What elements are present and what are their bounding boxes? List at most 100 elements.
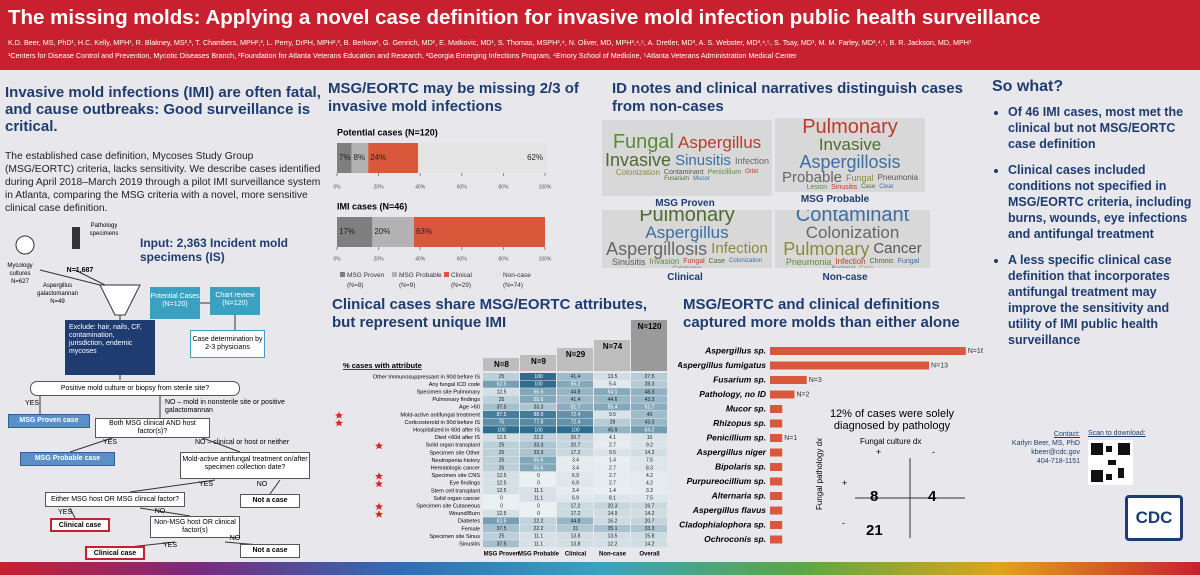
heat-cell — [631, 509, 667, 517]
legend-swatch — [340, 272, 345, 277]
count-box — [594, 340, 630, 371]
cell-value: 55.4 — [608, 405, 618, 411]
legend-swatch — [496, 272, 501, 277]
row-label: Age >60 — [459, 405, 480, 411]
heat-cell — [631, 479, 667, 487]
header-bar — [0, 0, 1200, 70]
cell-value: 3.3 — [646, 488, 653, 494]
heat-cell — [520, 464, 556, 472]
caption: % cases with attribute — [343, 361, 422, 370]
footer-strip — [0, 562, 1200, 575]
cell-value: 2.7 — [609, 465, 616, 471]
heat-cell — [631, 433, 667, 441]
flow-label: NO — [154, 508, 166, 515]
category-label: Alternaria sp. — [711, 490, 766, 500]
column-label: Overall — [639, 551, 660, 557]
heat-cell — [631, 532, 667, 540]
cell-value: 16.7 — [645, 503, 655, 509]
flow-question: Either MSG host OR MSG clinical factor? — [45, 492, 185, 507]
value-label: N=13 — [931, 362, 948, 369]
cell-value: 22.2 — [534, 526, 544, 532]
cloud-word: Contaminant — [663, 168, 704, 176]
heat-cell — [594, 388, 630, 396]
row-label: Sinusitis — [459, 541, 480, 547]
category-label: Mucor sp. — [726, 403, 766, 413]
cell-value: 6.9 — [572, 481, 579, 487]
category-label: Potential cases (N=120) — [337, 127, 438, 137]
heat-cell — [483, 494, 519, 502]
heat-cell — [557, 471, 593, 479]
heat-cell — [483, 388, 519, 396]
row-label: Specimen site Pulmonary — [417, 389, 481, 395]
cell-value: 33.3 — [534, 450, 544, 456]
cell-value: 22.2 — [534, 435, 544, 441]
cloud-word: Case — [708, 257, 726, 265]
bar-segment — [418, 143, 548, 173]
heat-cell — [520, 502, 556, 510]
sowhat-heading: So what? — [992, 78, 1064, 95]
cell-value: 25 — [499, 397, 505, 403]
flow-label: NO — [229, 535, 241, 542]
cell-value: 88.9 — [534, 412, 544, 418]
cloud-word: Colonization — [615, 168, 660, 178]
row-label: Corticosteroid in 90d before IS — [404, 420, 480, 426]
heat-cell — [483, 517, 519, 525]
star — [335, 419, 343, 427]
cell-value: 33.3 — [645, 526, 655, 532]
flow-question: Non-MSG host OR clinical factor(s) — [150, 516, 240, 538]
flow-outcome: Not a case — [240, 494, 300, 508]
cloud-word: Contaminant — [795, 210, 910, 226]
x-tick-label: 20% — [374, 256, 385, 262]
heat-cell — [520, 479, 556, 487]
cell-value: 12.5 — [497, 473, 507, 479]
species-bar-chart: Aspergillus sp. N=16 Aspergillus fumigatus… — [678, 346, 983, 544]
authors: K.D. Beer, MS, PhD¹, H.C. Kelly, MPH¹, R… — [8, 38, 972, 47]
path-grid — [855, 458, 965, 538]
heat-cell — [557, 502, 593, 510]
cloud-word: Sinusitis — [831, 183, 858, 191]
cell-value: 87.5 — [497, 412, 507, 418]
cell-value: 31 — [573, 526, 579, 532]
flow-label: YES — [102, 439, 117, 446]
row-label: Hospitalized in 60d after IS — [413, 427, 480, 433]
row-label: Specimen site Sinus — [429, 534, 480, 540]
cell-value: 20.7 — [645, 519, 655, 525]
cloud-word: Fungal — [846, 172, 874, 183]
count-label: N=29 — [566, 350, 586, 359]
heat-cell — [594, 471, 630, 479]
value-label: 62% — [527, 153, 543, 162]
cloud-word: Colonization — [729, 258, 763, 265]
heat-cell — [631, 540, 667, 548]
heat-cell — [557, 373, 593, 381]
cell-value: 48.3 — [645, 389, 655, 395]
cell-value: 6.9 — [572, 496, 579, 502]
heat-cell — [594, 532, 630, 540]
heat-cell — [594, 449, 630, 457]
cell-value: 3.4 — [572, 488, 579, 494]
flow-outcome: Clinical case — [50, 518, 110, 532]
cell-value: 100 — [497, 427, 506, 433]
heat-cell — [557, 540, 593, 548]
heat-cell — [483, 449, 519, 457]
heat-cell — [483, 509, 519, 517]
cell-value: 14.2 — [645, 511, 655, 517]
heat-cell — [520, 418, 556, 426]
path-title: 12% of cases were solely diagnosed by pa… — [829, 408, 955, 432]
cell-value: 75 — [499, 420, 505, 426]
heat-cell — [631, 471, 667, 479]
cell-value: 72.4 — [571, 412, 581, 418]
x-tick-label: 0% — [333, 184, 341, 190]
cloud-word: Case — [861, 184, 876, 191]
heat-cell — [594, 479, 630, 487]
cell-value: 28 — [610, 420, 616, 426]
flow-box: Potential Cases (N=120) — [150, 287, 200, 319]
heat-cell — [631, 418, 667, 426]
cloud-word: Clear — [879, 184, 894, 191]
row-label: Female — [461, 526, 480, 532]
heat-cell — [483, 471, 519, 479]
path-cell: 8 — [870, 488, 879, 505]
bar-segment — [372, 217, 414, 247]
cell-value: 20.3 — [608, 503, 618, 509]
heat-cell — [557, 532, 593, 540]
heat-cell — [557, 395, 593, 403]
